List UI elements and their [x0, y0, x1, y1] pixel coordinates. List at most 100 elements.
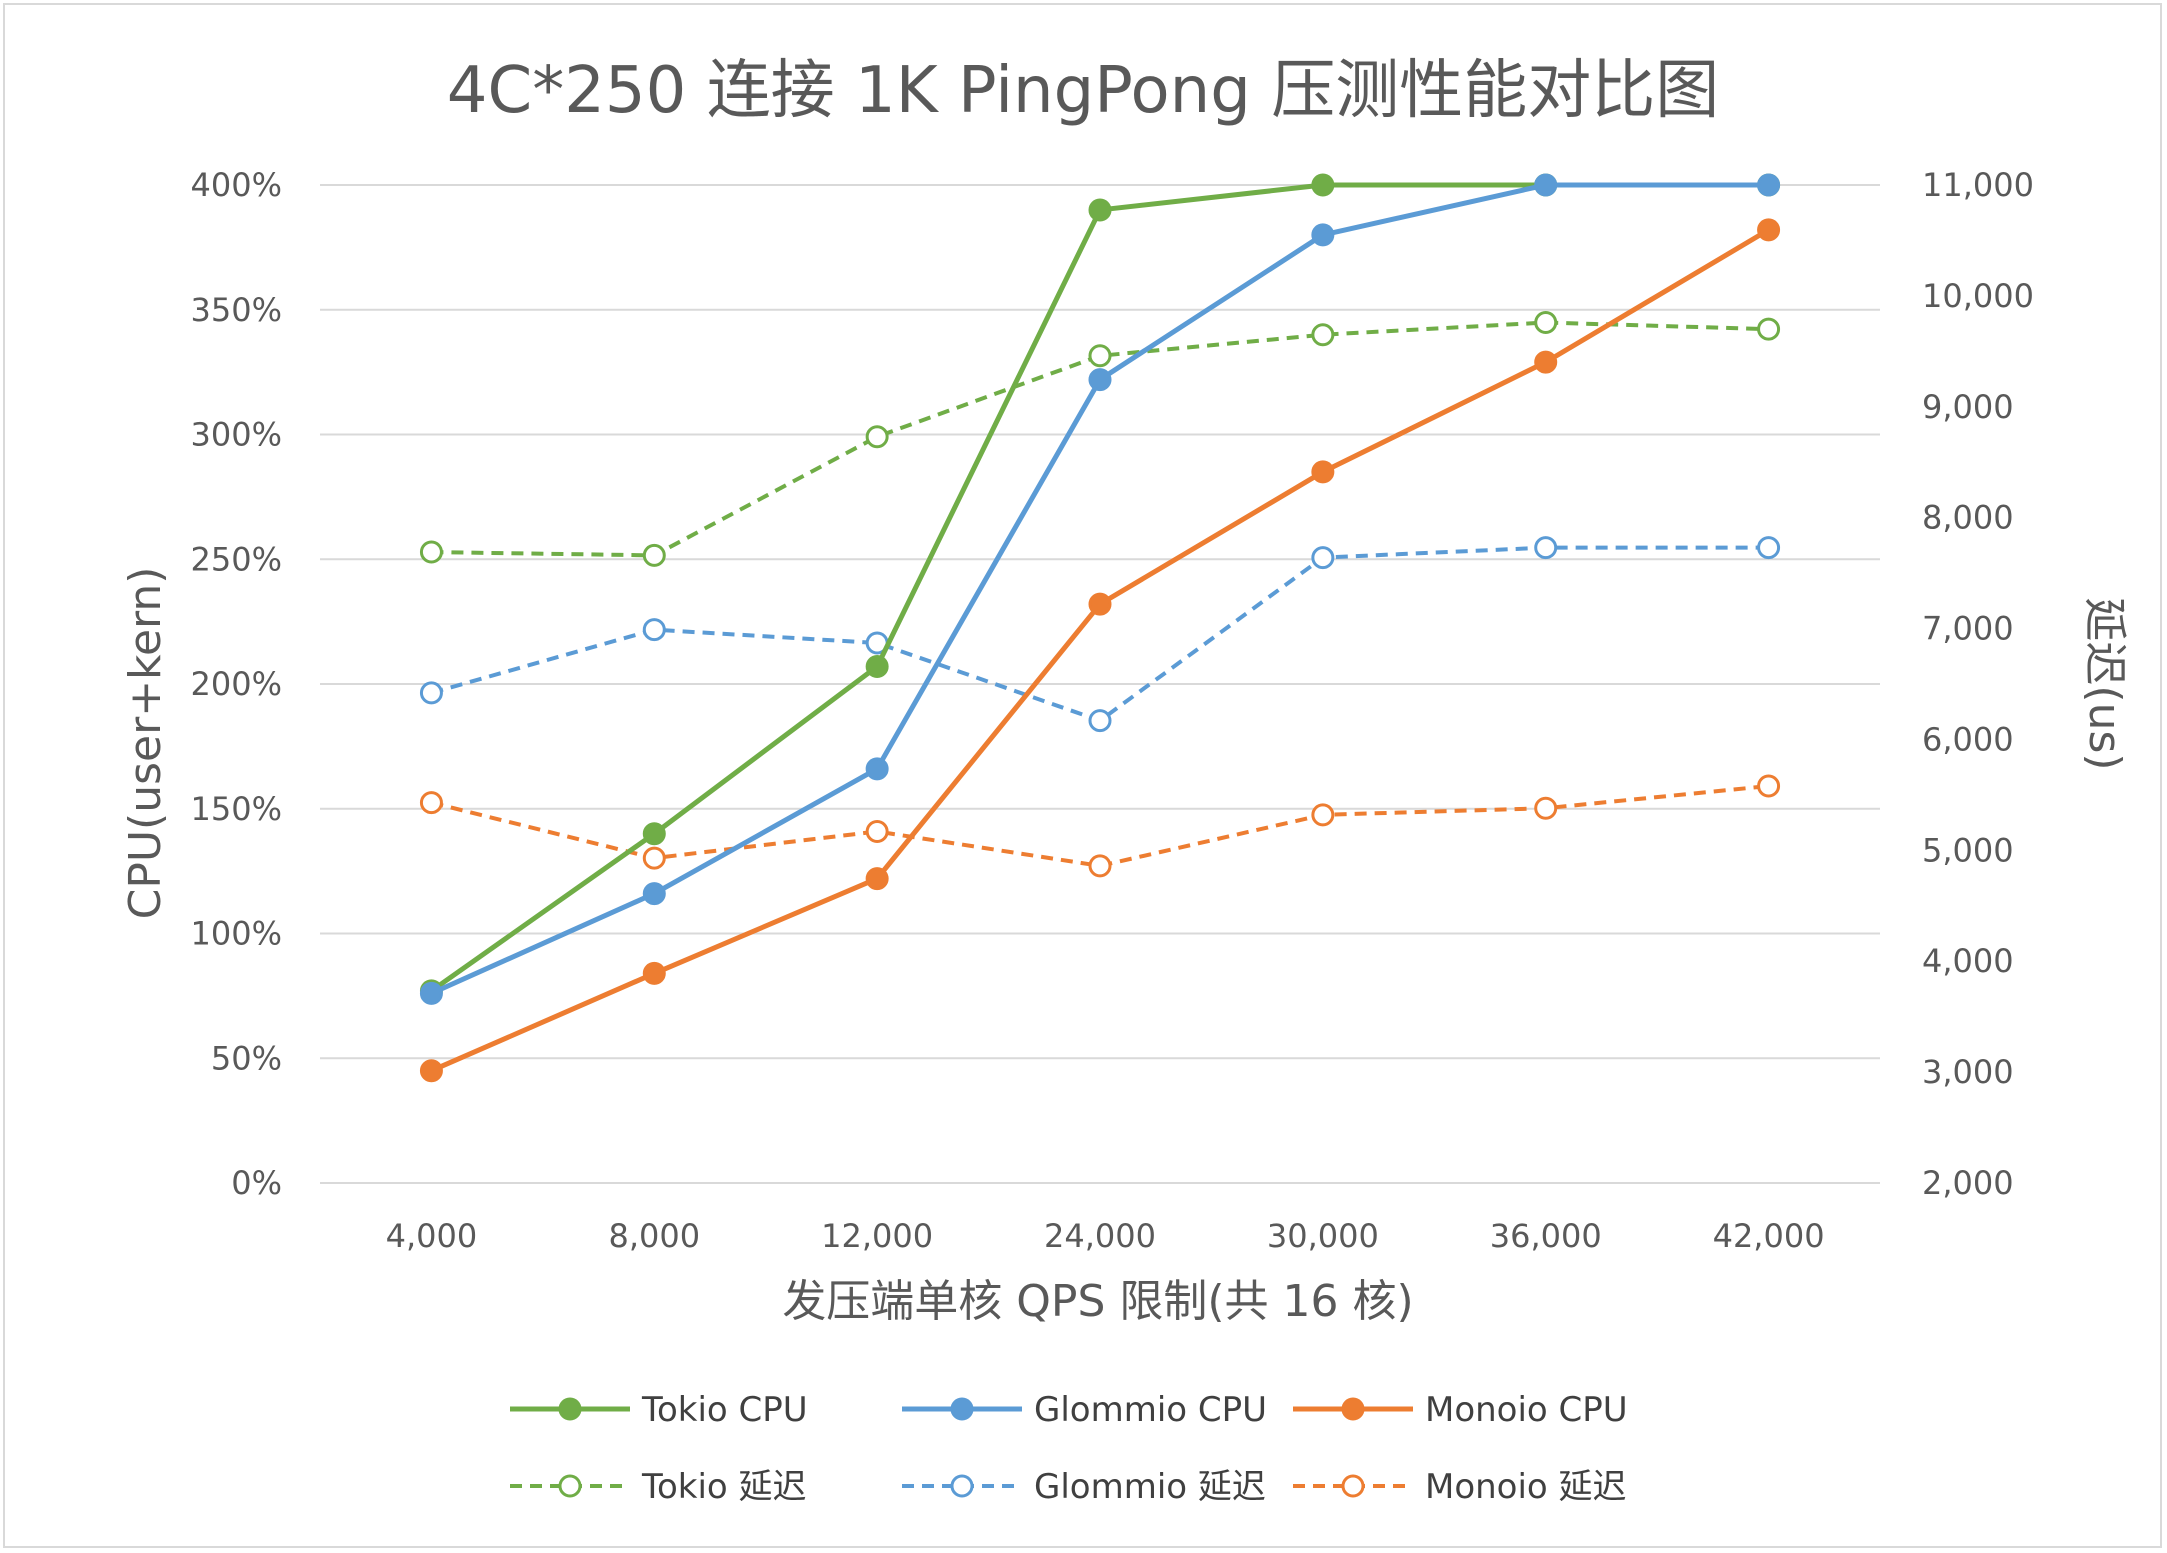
x-tick-label: 8,000: [608, 1217, 700, 1255]
data-point: [865, 819, 889, 843]
legend-label: Tokio CPU: [641, 1390, 808, 1430]
right-tick-label: 11,000: [1922, 166, 2034, 204]
left-tick-label: 200%: [191, 665, 282, 703]
data-point: [1311, 223, 1335, 247]
data-point: [1088, 592, 1112, 616]
data-point: [642, 822, 666, 846]
right-tick-label: 7,000: [1922, 610, 2014, 648]
legend: Tokio CPU Glommio CPU Monoio CPU Tokio 延迟 Gl…: [510, 1390, 1628, 1507]
series-line: [430, 784, 1769, 868]
x-tick-label: 24,000: [1044, 1217, 1156, 1255]
right-tick-label: 8,000: [1922, 499, 2014, 537]
data-point: [642, 846, 666, 870]
y-axis-title: CPU(user+kern): [120, 567, 171, 920]
data-point: [419, 981, 443, 1005]
data-point: [865, 757, 889, 781]
left-tick-label: 350%: [191, 291, 282, 329]
x-tick-label: 36,000: [1490, 1217, 1602, 1255]
data-point: [1757, 317, 1781, 341]
data-point: [865, 655, 889, 679]
left-tick-label: 250%: [191, 540, 282, 578]
x-tick-label: 30,000: [1267, 1217, 1379, 1255]
y2-axis-title: 延迟(us): [2079, 597, 2130, 770]
legend-item: Monoio 延迟: [1293, 1467, 1627, 1507]
data-point: [1311, 460, 1335, 484]
series-line: [430, 545, 1769, 723]
data-point: [1757, 218, 1781, 242]
data-point: [1311, 173, 1335, 197]
data-point: [1311, 803, 1335, 827]
x-tick-label: 4,000: [386, 1217, 478, 1255]
data-point: [1534, 796, 1558, 820]
legend-label: Glommio CPU: [1034, 1390, 1267, 1430]
series-4: [419, 536, 1781, 733]
legend-item: Monoio CPU: [1293, 1390, 1628, 1430]
left-tick-label: 100%: [191, 915, 282, 953]
left-axis-ticks: 0% 50% 100% 150% 200% 250% 300% 350% 400%: [191, 166, 282, 1202]
data-point: [1757, 173, 1781, 197]
data-point: [1088, 854, 1112, 878]
legend-item: Glommio CPU: [902, 1390, 1267, 1430]
data-point: [1534, 173, 1558, 197]
data-point: [642, 543, 666, 567]
left-tick-label: 50%: [211, 1039, 282, 1077]
data-point: [642, 961, 666, 985]
right-tick-label: 5,000: [1922, 831, 2014, 869]
legend-label: Tokio 延迟: [641, 1467, 807, 1507]
data-point: [1088, 368, 1112, 392]
legend-swatch-marker: [558, 1474, 582, 1498]
left-tick-label: 0%: [231, 1164, 282, 1202]
gridlines: [320, 184, 1880, 1184]
x-tick-label: 42,000: [1713, 1217, 1825, 1255]
series-layer: [419, 173, 1781, 1083]
legend-swatch-marker: [558, 1397, 582, 1421]
left-tick-label: 150%: [191, 790, 282, 828]
x-axis-title: 发压端单核 QPS 限制(共 16 核): [782, 1276, 1413, 1327]
data-point: [865, 425, 889, 449]
right-tick-label: 3,000: [1922, 1053, 2014, 1091]
data-point: [1088, 198, 1112, 222]
data-point: [419, 681, 443, 705]
data-point: [1757, 774, 1781, 798]
left-tick-label: 400%: [191, 166, 282, 204]
data-point: [1534, 350, 1558, 374]
legend-swatch-marker: [950, 1474, 974, 1498]
data-point: [865, 867, 889, 891]
data-point: [1534, 311, 1558, 335]
data-point: [1534, 536, 1558, 560]
data-point: [419, 1059, 443, 1083]
data-point: [1311, 323, 1335, 347]
legend-swatch-marker: [1341, 1397, 1365, 1421]
legend-label: Monoio CPU: [1425, 1390, 1628, 1430]
x-tick-label: 12,000: [821, 1217, 933, 1255]
legend-label: Glommio 延迟: [1034, 1467, 1266, 1507]
series-1: [419, 173, 1781, 1005]
data-point: [642, 882, 666, 906]
data-point: [1088, 709, 1112, 733]
chart-title: 4C*250 连接 1K PingPong 压测性能对比图: [447, 54, 1719, 128]
series-3: [419, 311, 1781, 567]
x-axis-ticks: 4,000 8,000 12,000 24,000 30,000 36,000 42,000: [386, 1217, 1825, 1255]
legend-item: Tokio 延迟: [510, 1467, 807, 1507]
data-point: [419, 540, 443, 564]
legend-swatch-marker: [950, 1397, 974, 1421]
right-tick-label: 6,000: [1922, 720, 2014, 758]
data-point: [1311, 546, 1335, 570]
series-5: [419, 774, 1781, 878]
legend-item: Glommio 延迟: [902, 1467, 1266, 1507]
legend-label: Monoio 延迟: [1425, 1467, 1627, 1507]
right-tick-label: 10,000: [1922, 277, 2034, 315]
data-point: [1757, 536, 1781, 560]
legend-swatch-marker: [1341, 1474, 1365, 1498]
right-tick-label: 2,000: [1922, 1164, 2014, 1202]
legend-item: Tokio CPU: [510, 1390, 808, 1430]
right-tick-label: 4,000: [1922, 942, 2014, 980]
data-point: [419, 791, 443, 815]
left-tick-label: 300%: [191, 416, 282, 454]
data-point: [642, 618, 666, 642]
data-point: [1088, 344, 1112, 368]
right-tick-label: 9,000: [1922, 388, 2014, 426]
right-axis-ticks: 2,000 3,000 4,000 5,000 6,000 7,000 8,000 9,000…: [1922, 166, 2034, 1202]
chart-frame: [3, 3, 2162, 1548]
